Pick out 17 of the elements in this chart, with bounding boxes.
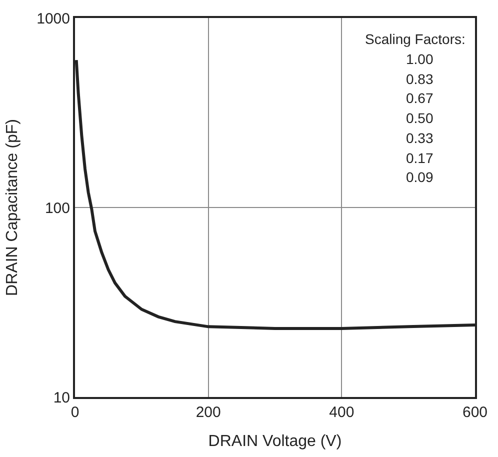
annotation: 0.17 xyxy=(406,150,434,166)
annotation: 0.67 xyxy=(406,90,434,106)
x-tick-label: 600 xyxy=(462,404,488,421)
y-tick-label: 100 xyxy=(44,200,70,217)
annotation: 0.09 xyxy=(406,169,434,185)
annotation: 0.50 xyxy=(406,110,434,126)
y-axis-title: DRAIN Capacitance (pF) xyxy=(4,119,22,296)
annotation: 0.33 xyxy=(406,130,434,146)
y-tick-label: 10 xyxy=(53,389,70,406)
x-tick-label: 400 xyxy=(329,404,354,421)
x-tick-label: 200 xyxy=(196,404,221,421)
x-axis-title: DRAIN Voltage (V) xyxy=(208,433,342,450)
annotation: 1.00 xyxy=(406,51,434,67)
y-tick-label: 1000 xyxy=(36,10,70,28)
annotation: Scaling Factors: xyxy=(365,31,466,47)
annotation: 0.83 xyxy=(406,71,434,87)
x-tick-label: 0 xyxy=(70,404,80,421)
